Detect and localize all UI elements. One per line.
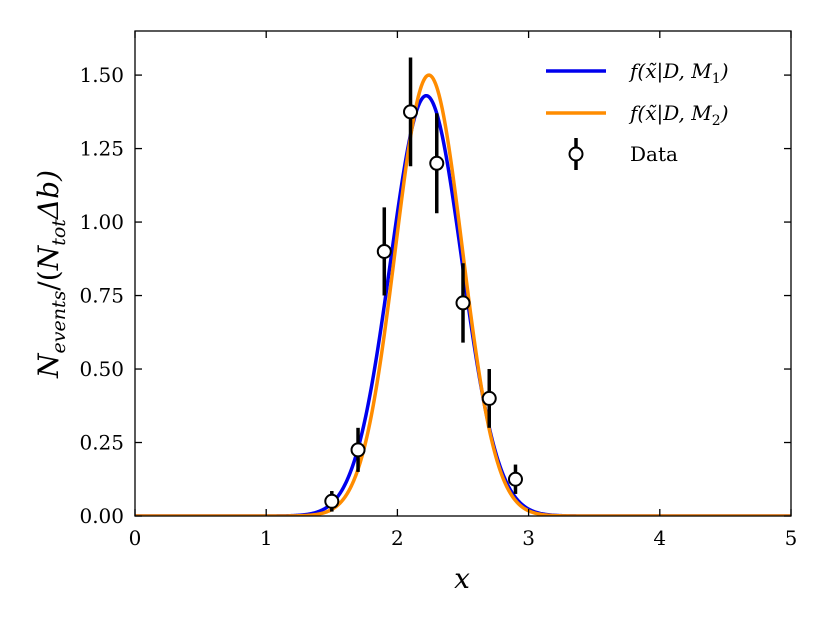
y-tick-label-0.25: 0.25 (79, 431, 124, 455)
plot-area (134, 30, 792, 517)
y-tick-label-0.00: 0.00 (79, 504, 124, 528)
legend-m2-mid: |D, M (657, 101, 713, 126)
data-point-1 (350, 442, 366, 458)
data-points (324, 57, 523, 512)
axes-frame (134, 30, 792, 517)
x-axis-label: x (454, 562, 470, 595)
legend-m1-post: ) (720, 59, 729, 83)
data-point-3 (403, 104, 419, 120)
y-tick-label-1.50: 1.50 (79, 63, 124, 87)
legend-m2-sub: 2 (712, 113, 721, 129)
y-tick-label-0.50: 0.50 (79, 357, 124, 381)
y-tick-label-1.25: 1.25 (79, 137, 124, 161)
y-label-slash: /( (32, 270, 65, 290)
legend-m2-post: ) (720, 101, 729, 125)
data-point-0 (324, 493, 340, 509)
data-point-6 (481, 390, 497, 406)
legend-swatch-data-marker (568, 146, 584, 162)
x-tick-label-3: 3 (522, 526, 535, 550)
y-label-n-tot: N (32, 244, 65, 271)
y-label-sub-tot: tot (48, 219, 70, 246)
data-point-4 (429, 155, 445, 171)
x-tick-label-1: 1 (260, 526, 273, 550)
legend-label-data: Data (630, 142, 678, 166)
legend-m1-pre: f( (628, 59, 646, 83)
legend-m1-sub: 1 (712, 71, 721, 87)
y-axis-label: Nevents/(NtotΔb) (32, 170, 70, 379)
axis-ticks: 0 1 2 3 4 5 0.00 0.25 0.50 0.75 1.00 1.25 1.50 (79, 31, 797, 550)
legend-m1-mid: |D, M (657, 59, 713, 84)
x-tick-label-2: 2 (391, 526, 404, 550)
legend-label-m1: f(x̃|D, M1) (628, 59, 729, 87)
legend: f(x̃|D, M1) f(x̃|D, M2) Data (546, 59, 729, 170)
series-line-m2 (135, 73, 791, 516)
y-tick-label-0.75: 0.75 (79, 284, 124, 308)
legend-m1-xt: x̃ (645, 59, 657, 83)
y-tick-label-1.00: 1.00 (79, 210, 124, 234)
legend-m2-xt: x̃ (645, 101, 657, 125)
data-point-7 (507, 471, 523, 487)
x-tick-label-0: 0 (129, 526, 142, 550)
y-label-sub-events: events (48, 290, 70, 353)
x-tick-label-5: 5 (785, 526, 798, 550)
legend-m2-pre: f( (628, 101, 646, 125)
y-label-tail: Δb) (32, 170, 65, 220)
x-tick-label-4: 4 (653, 526, 666, 550)
legend-label-m2: f(x̃|D, M2) (628, 101, 729, 129)
y-label-n-events: N (32, 352, 65, 379)
data-point-2 (376, 243, 392, 259)
data-point-5 (455, 295, 471, 311)
